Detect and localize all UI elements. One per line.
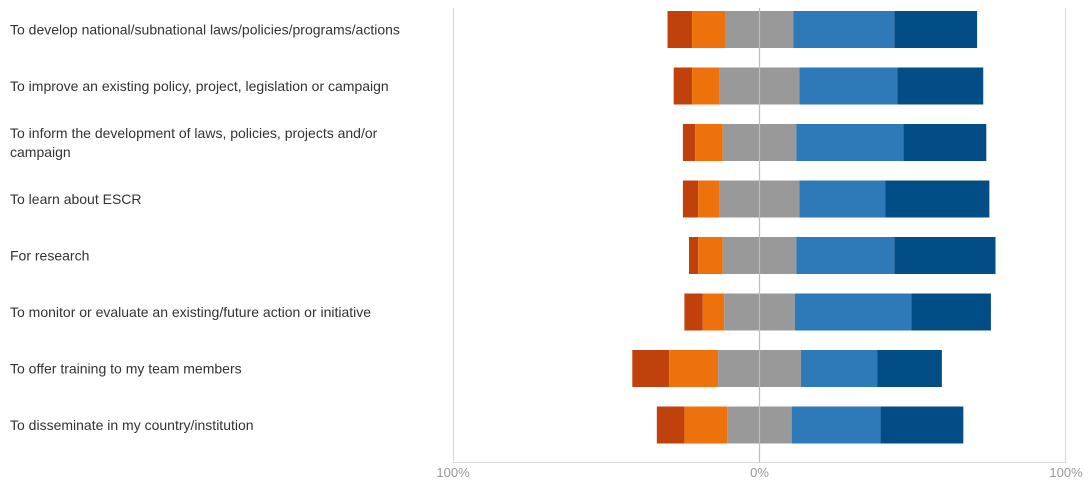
bar-segment <box>689 237 699 274</box>
x-tick-label: 100% <box>436 465 470 480</box>
bars-layer <box>632 11 996 444</box>
category-label: To learn about ESCR <box>10 191 142 207</box>
bar-segment <box>796 237 895 274</box>
bar-row <box>673 67 984 105</box>
bar-segment <box>894 237 996 274</box>
bar-segment <box>669 350 719 387</box>
bar-segment <box>684 406 728 444</box>
bar-segment <box>911 293 991 331</box>
category-label: To develop national/subnational laws/pol… <box>10 21 400 37</box>
bar-segment <box>702 293 725 331</box>
bar-segment <box>692 67 720 105</box>
bar-segment <box>877 350 942 387</box>
bar-segment <box>897 67 984 105</box>
bar-segment <box>682 180 699 218</box>
bar-segment <box>632 350 670 387</box>
bar-segment <box>698 180 720 218</box>
bar-row <box>682 124 987 161</box>
bar-segment <box>793 11 895 48</box>
category-labels: To develop national/subnational laws/pol… <box>10 21 400 433</box>
category-label: To inform the development of laws, polic… <box>10 125 378 160</box>
category-label: For research <box>10 247 89 263</box>
bar-segment <box>692 11 726 48</box>
bar-segment <box>880 406 964 444</box>
bar-segment <box>799 180 886 218</box>
bar-segment <box>791 406 881 444</box>
x-tick-label: 100% <box>1049 465 1083 480</box>
bar-segment <box>684 293 703 331</box>
bar-segment <box>796 124 904 161</box>
bar-segment <box>903 124 987 161</box>
bar-segment <box>682 124 696 161</box>
bar-segment <box>656 406 685 444</box>
category-label: To monitor or evaluate an existing/futur… <box>10 304 371 320</box>
bar-segment <box>698 237 723 274</box>
bar-segment <box>794 293 912 331</box>
bar-row <box>689 237 996 274</box>
bar-segment <box>800 350 878 387</box>
bar-segment <box>673 67 693 105</box>
category-label: To offer training to my team members <box>10 360 242 376</box>
bar-row <box>656 406 964 444</box>
bar-row <box>667 11 978 48</box>
bar-row <box>684 293 991 331</box>
bar-row <box>632 350 942 387</box>
bar-segment <box>799 67 898 105</box>
x-tick-labels: 100% 0% 100% <box>436 465 1083 480</box>
bar-segment <box>667 11 693 48</box>
category-label: To disseminate in my country/institution <box>10 417 254 433</box>
bar-segment <box>894 11 978 48</box>
plot-frame <box>453 8 1066 463</box>
x-tick-label: 0% <box>750 465 769 480</box>
bar-segment <box>885 180 990 218</box>
category-label: To improve an existing policy, project, … <box>10 78 389 94</box>
bar-row <box>682 180 990 218</box>
bar-segment <box>695 124 723 161</box>
